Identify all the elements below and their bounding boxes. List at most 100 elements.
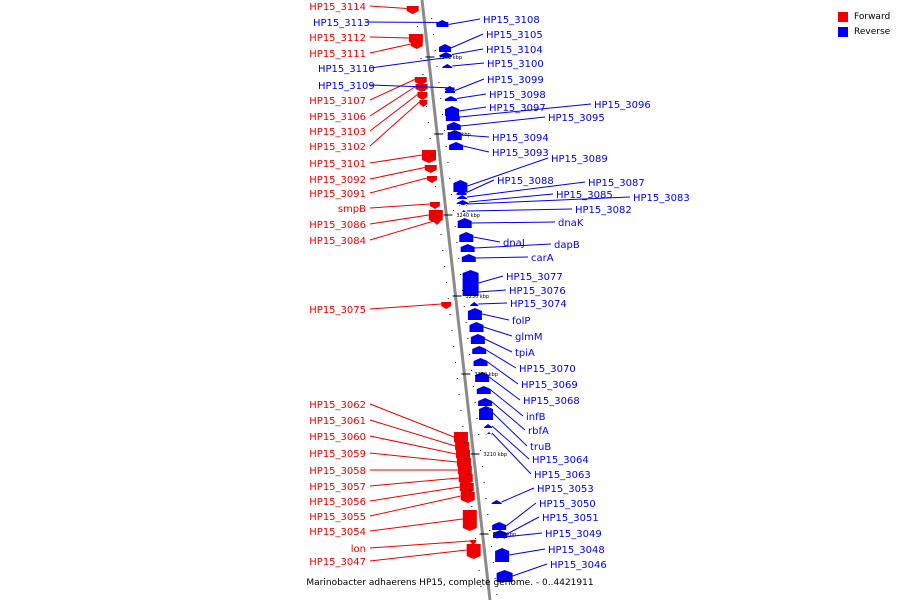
legend-reverse[interactable]: Reverse — [838, 24, 890, 39]
forward-gene-block[interactable] — [453, 432, 468, 445]
reverse-gene-block[interactable] — [493, 530, 508, 538]
forward-gene-label[interactable]: HP15_3060 — [309, 432, 366, 443]
reverse-gene-label[interactable]: HP15_3069 — [521, 380, 578, 391]
reverse-gene-block[interactable] — [492, 522, 507, 530]
reverse-gene-label[interactable]: HP15_3068 — [523, 396, 580, 407]
forward-gene-label[interactable]: HP15_3107 — [309, 96, 366, 107]
forward-gene-label[interactable]: lon — [351, 544, 366, 555]
reverse-gene-label[interactable]: HP15_3100 — [487, 59, 544, 70]
reverse-gene-label[interactable]: HP15_3082 — [575, 205, 632, 216]
reverse-gene-block[interactable] — [449, 142, 464, 150]
reverse-gene-block[interactable] — [447, 130, 462, 140]
forward-gene-block[interactable] — [460, 492, 475, 503]
forward-gene-block[interactable] — [428, 210, 443, 223]
forward-gene-block[interactable] — [410, 42, 423, 49]
reverse-gene-block[interactable] — [438, 44, 451, 52]
reverse-gene-block[interactable] — [459, 203, 468, 206]
forward-gene-label[interactable]: HP15_3047 — [309, 557, 366, 568]
reverse-gene-label[interactable]: HP15_3089 — [551, 154, 608, 165]
reverse-gene-label[interactable]: rbfA — [528, 426, 549, 437]
reverse-gene-block[interactable] — [442, 64, 453, 68]
reverse-gene-label[interactable]: dnaK — [558, 218, 584, 229]
forward-gene-block[interactable] — [422, 150, 436, 163]
reverse-gene-block[interactable] — [456, 190, 467, 195]
reverse-gene-label[interactable]: truB — [530, 442, 551, 453]
forward-gene-label[interactable]: HP15_3057 — [309, 482, 366, 493]
forward-gene-label[interactable]: HP15_3106 — [309, 112, 366, 123]
forward-gene-label[interactable]: HP15_3086 — [309, 220, 366, 231]
reverse-gene-label[interactable]: HP15_3048 — [548, 545, 605, 556]
reverse-gene-label[interactable]: HP15_3096 — [594, 100, 651, 111]
forward-gene-label[interactable]: HP15_3091 — [309, 189, 366, 200]
forward-gene-label[interactable]: HP15_3101 — [309, 159, 366, 170]
forward-gene-label[interactable]: HP15_3111 — [309, 49, 366, 60]
forward-gene-label[interactable]: HP15_3075 — [309, 305, 366, 316]
reverse-gene-label[interactable]: infB — [526, 412, 546, 423]
reverse-gene-label[interactable]: HP15_3046 — [550, 560, 607, 571]
forward-gene-label[interactable]: HP15_3058 — [309, 466, 366, 477]
reverse-gene-label[interactable]: HP15_3095 — [548, 113, 605, 124]
reverse-gene-block[interactable] — [467, 308, 482, 320]
forward-gene-label[interactable]: HP15_3059 — [309, 449, 366, 460]
reverse-gene-label[interactable]: HP15_3099 — [487, 75, 544, 86]
reverse-gene-label[interactable]: HP15_3053 — [537, 484, 594, 495]
reverse-gene-block[interactable] — [495, 548, 510, 562]
reverse-gene-block[interactable] — [485, 432, 492, 435]
reverse-gene-label[interactable]: glmM — [515, 332, 543, 343]
forward-gene-label[interactable]: HP15_3056 — [309, 497, 366, 508]
reverse-gene-block[interactable] — [459, 232, 474, 242]
forward-gene-block[interactable] — [441, 302, 452, 309]
reverse-gene-label[interactable]: HP15_3104 — [486, 45, 543, 56]
reverse-gene-block[interactable] — [479, 406, 494, 420]
reverse-gene-label[interactable]: tpiA — [515, 348, 535, 359]
reverse-gene-label[interactable]: HP15_3051 — [542, 513, 599, 524]
reverse-gene-label[interactable]: HP15_3094 — [492, 133, 549, 144]
forward-gene-block[interactable] — [459, 483, 474, 494]
reverse-gene-block[interactable] — [457, 218, 472, 228]
forward-gene-label[interactable]: HP15_3092 — [309, 175, 366, 186]
reverse-gene-block[interactable] — [439, 52, 452, 57]
forward-gene-block[interactable] — [470, 540, 477, 545]
forward-gene-block[interactable] — [419, 100, 428, 107]
reverse-gene-block[interactable] — [496, 570, 513, 582]
forward-gene-label[interactable]: HP15_3112 — [309, 33, 366, 44]
forward-gene-block[interactable] — [414, 77, 427, 85]
forward-gene-block[interactable] — [417, 92, 428, 100]
reverse-gene-label[interactable]: HP15_3049 — [545, 529, 602, 540]
forward-gene-block[interactable] — [433, 220, 440, 225]
reverse-gene-label[interactable]: HP15_3050 — [539, 499, 596, 510]
reverse-gene-block[interactable] — [470, 334, 485, 344]
forward-gene-block[interactable] — [462, 510, 477, 531]
reverse-gene-label[interactable]: HP15_3074 — [510, 299, 567, 310]
reverse-gene-block[interactable] — [457, 195, 468, 199]
reverse-gene-block[interactable] — [456, 200, 469, 204]
forward-gene-block[interactable] — [406, 6, 419, 14]
forward-gene-block[interactable] — [424, 165, 437, 173]
reverse-gene-label[interactable]: folP — [512, 316, 530, 327]
reverse-gene-block[interactable] — [444, 88, 455, 93]
forward-gene-block[interactable] — [426, 176, 437, 183]
reverse-gene-block[interactable] — [445, 106, 460, 116]
reverse-gene-block[interactable] — [469, 322, 484, 332]
reverse-gene-label[interactable]: HP15_3087 — [588, 178, 645, 189]
reverse-gene-block[interactable] — [453, 180, 468, 192]
reverse-gene-label[interactable]: HP15_3063 — [534, 470, 591, 481]
reverse-gene-label[interactable]: HP15_3077 — [506, 272, 563, 283]
reverse-gene-label[interactable]: carA — [531, 253, 554, 264]
reverse-gene-block[interactable] — [476, 386, 491, 394]
forward-gene-block[interactable] — [415, 84, 428, 92]
reverse-gene-label[interactable]: HP15_3109 — [318, 81, 375, 92]
forward-gene-label[interactable]: HP15_3103 — [309, 127, 366, 138]
reverse-gene-block[interactable] — [496, 536, 505, 539]
legend-forward[interactable]: Forward — [838, 9, 890, 24]
reverse-gene-block[interactable] — [470, 302, 479, 306]
reverse-gene-block[interactable] — [473, 358, 488, 366]
reverse-gene-block[interactable] — [444, 96, 457, 101]
forward-gene-label[interactable]: HP15_3114 — [309, 2, 366, 13]
reverse-gene-block[interactable] — [436, 22, 449, 27]
reverse-gene-label[interactable]: HP15_3064 — [532, 455, 589, 466]
reverse-gene-block[interactable] — [446, 122, 461, 130]
forward-gene-label[interactable]: HP15_3055 — [309, 512, 366, 523]
forward-gene-block[interactable] — [429, 202, 440, 209]
reverse-gene-block[interactable] — [472, 346, 487, 354]
